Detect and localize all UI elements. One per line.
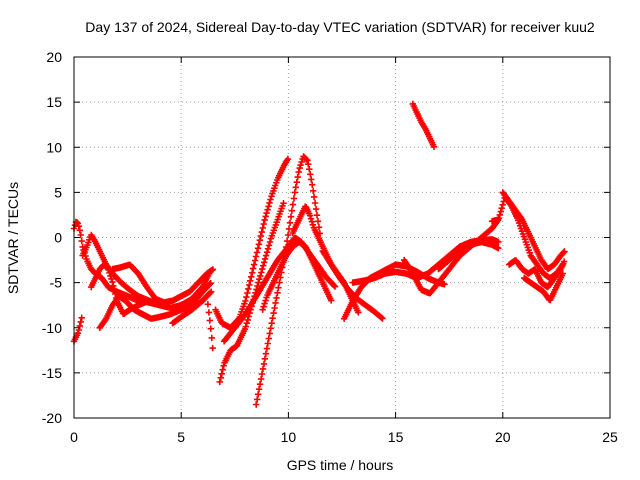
plus-markers xyxy=(70,314,85,345)
x-axis-label: GPS time / hours xyxy=(287,457,394,473)
y-axis-label: SDTVAR / TECUs xyxy=(5,182,21,294)
y-tick-label: -15 xyxy=(42,365,62,381)
plus-markers xyxy=(79,231,213,312)
plus-markers xyxy=(409,100,438,150)
y-tick-label: 5 xyxy=(54,184,62,200)
series-arc-3 xyxy=(79,231,213,312)
x-tick-label: 25 xyxy=(602,429,618,445)
series-arc-13 xyxy=(259,239,335,313)
y-tick-label: -20 xyxy=(42,410,62,426)
series-arc-22 xyxy=(499,189,568,273)
plus-markers xyxy=(435,238,502,273)
x-tick-labels: 0 5 10 15 20 25 xyxy=(70,429,618,445)
x-tick-label: 20 xyxy=(495,429,511,445)
series-arc-19 xyxy=(409,100,438,150)
plus-markers xyxy=(499,189,568,273)
series-arc-6 xyxy=(109,261,217,306)
y-tick-label: 15 xyxy=(46,94,62,110)
series-arc-2 xyxy=(70,218,163,309)
series-arc-5 xyxy=(96,280,214,331)
series-arc-24 xyxy=(521,270,566,304)
x-tick-label: 15 xyxy=(388,429,404,445)
plus-markers xyxy=(506,257,568,291)
series-arc-20 xyxy=(435,238,502,273)
y-tick-label: 10 xyxy=(46,139,62,155)
plus-markers xyxy=(212,155,292,331)
axis-ticks xyxy=(73,56,611,419)
y-tick-label: -5 xyxy=(50,275,63,291)
plus-markers xyxy=(96,280,214,331)
plus-markers xyxy=(70,218,163,309)
y-tick-labels: -20 -15 -10 -5 0 5 10 15 20 xyxy=(42,49,62,426)
plus-markers xyxy=(203,293,216,352)
y-tick-label: 20 xyxy=(46,49,62,65)
plus-markers xyxy=(109,261,217,306)
series-arc-8 xyxy=(203,293,216,352)
series-arc-1 xyxy=(70,314,85,345)
y-tick-label: 0 xyxy=(54,230,62,246)
chart-title: Day 137 of 2024, Sidereal Day-to-day VTE… xyxy=(85,19,595,35)
series-arc-23 xyxy=(506,257,568,291)
x-tick-label: 0 xyxy=(70,429,78,445)
data-points xyxy=(70,100,568,408)
x-tick-label: 5 xyxy=(177,429,185,445)
series-arc-9 xyxy=(212,155,292,331)
x-tick-label: 10 xyxy=(281,429,297,445)
y-tick-label: -10 xyxy=(42,320,62,336)
plus-markers xyxy=(521,270,566,304)
plus-markers xyxy=(259,239,335,313)
